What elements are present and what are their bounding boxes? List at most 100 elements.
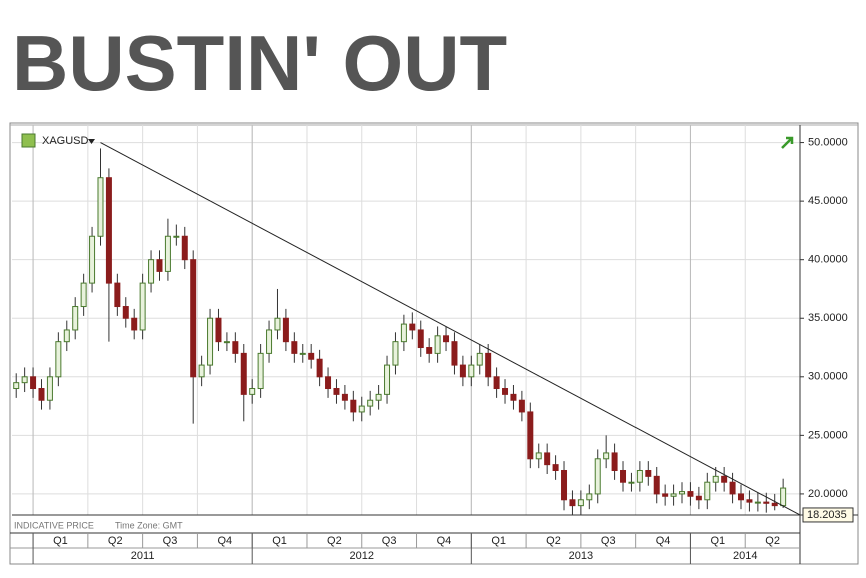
symbol[interactable]: XAGUSD bbox=[42, 135, 89, 147]
candle-body bbox=[114, 282, 121, 308]
x-tick-label: Q2 bbox=[765, 535, 780, 547]
time-zone: Time Zone: GMT bbox=[115, 520, 183, 530]
candle-body bbox=[21, 376, 28, 384]
candle-body bbox=[375, 393, 382, 401]
candle-body bbox=[325, 376, 332, 390]
grid bbox=[12, 125, 800, 515]
x-tick-label: Q3 bbox=[601, 535, 616, 547]
candle-body bbox=[620, 469, 627, 483]
candle-body bbox=[771, 502, 778, 507]
candle-body bbox=[384, 364, 391, 395]
candle-body bbox=[232, 341, 239, 354]
candle-body bbox=[80, 282, 87, 308]
candle-body bbox=[518, 399, 525, 413]
candle-body bbox=[426, 347, 433, 354]
footer-note: INDICATIVE PRICE bbox=[14, 520, 94, 530]
candle-body bbox=[30, 376, 37, 390]
y-tick-label: 20.0000 bbox=[808, 488, 848, 500]
candle-body bbox=[55, 341, 62, 378]
x-tick-label: Q2 bbox=[108, 535, 123, 547]
candle-body bbox=[468, 364, 475, 378]
candle-body bbox=[628, 481, 635, 484]
candle-body bbox=[215, 317, 222, 343]
symbol-icon bbox=[21, 133, 36, 148]
candle-body bbox=[46, 376, 53, 401]
candle-body bbox=[350, 399, 357, 413]
candle-body bbox=[181, 235, 188, 261]
candle-body bbox=[190, 259, 197, 378]
candle-body bbox=[207, 317, 214, 366]
candle-body bbox=[510, 393, 517, 401]
candle-body bbox=[569, 499, 576, 507]
candle-body bbox=[636, 469, 643, 483]
candle-body bbox=[417, 329, 424, 349]
chart-title: BUSTIN' OUT bbox=[12, 19, 507, 107]
candle-body bbox=[485, 352, 492, 378]
candle-body bbox=[367, 399, 374, 407]
x-tick-label: Q3 bbox=[163, 535, 178, 547]
y-tick-label: 35.0000 bbox=[808, 312, 848, 324]
candle-body bbox=[670, 493, 677, 497]
candle-body bbox=[687, 491, 694, 497]
trend-icon[interactable] bbox=[781, 136, 794, 149]
candle-body bbox=[535, 452, 542, 460]
info-strip bbox=[12, 519, 800, 532]
candle-body bbox=[409, 323, 416, 331]
x-tick-label: Q1 bbox=[53, 535, 68, 547]
candle-body bbox=[131, 317, 138, 331]
candle-body bbox=[89, 235, 96, 284]
candle-body bbox=[459, 364, 466, 378]
candle-body bbox=[729, 481, 736, 495]
chart-frame bbox=[9, 122, 859, 565]
candle-body bbox=[299, 352, 306, 355]
candle-body bbox=[695, 495, 702, 501]
candle-body bbox=[763, 501, 770, 504]
candle-body bbox=[552, 464, 559, 471]
year-label: 2014 bbox=[733, 550, 757, 562]
candle-body bbox=[586, 493, 593, 501]
candle-body bbox=[561, 469, 568, 501]
candle-body bbox=[662, 493, 669, 497]
candle-body bbox=[780, 487, 787, 507]
candle-body bbox=[164, 235, 171, 272]
candle-body bbox=[148, 259, 155, 284]
candle-body bbox=[451, 341, 458, 366]
candle-body bbox=[38, 388, 45, 401]
x-tick-label: Q4 bbox=[217, 535, 232, 547]
year-label: 2012 bbox=[350, 550, 374, 562]
candle-body bbox=[746, 499, 753, 503]
x-tick-label: Q1 bbox=[710, 535, 725, 547]
y-tick-label: 45.0000 bbox=[808, 195, 848, 207]
candle-body bbox=[72, 306, 79, 331]
candle-body bbox=[122, 306, 129, 319]
last-value-label: 18.2035 bbox=[807, 509, 847, 521]
candle-body bbox=[527, 411, 534, 460]
symbol-dropdown[interactable] bbox=[88, 139, 95, 144]
candle-body bbox=[257, 352, 264, 390]
trendline bbox=[100, 142, 801, 516]
x-tick-label: Q1 bbox=[272, 535, 287, 547]
candle-body bbox=[653, 475, 660, 495]
candle-body bbox=[712, 475, 719, 483]
y-tick-label: 30.0000 bbox=[808, 371, 848, 383]
candle-body bbox=[63, 329, 70, 343]
candle-body bbox=[13, 382, 20, 390]
x-tick-label: Q1 bbox=[491, 535, 506, 547]
candle-body bbox=[645, 469, 652, 477]
candle-body bbox=[493, 376, 500, 390]
candle-body bbox=[266, 329, 273, 354]
candle-body bbox=[240, 352, 247, 395]
last-value-box bbox=[802, 507, 854, 523]
candle-body bbox=[679, 491, 686, 495]
y-tick-label: 25.0000 bbox=[808, 429, 848, 441]
candle-body bbox=[577, 499, 584, 507]
x-tick-label: Q3 bbox=[382, 535, 397, 547]
candle-body bbox=[156, 259, 163, 272]
candle-body bbox=[274, 317, 281, 331]
candle-body bbox=[443, 335, 450, 343]
candle-body bbox=[392, 341, 399, 366]
candle-body bbox=[611, 452, 618, 471]
candle-body bbox=[282, 317, 289, 343]
candle-body bbox=[358, 405, 365, 413]
